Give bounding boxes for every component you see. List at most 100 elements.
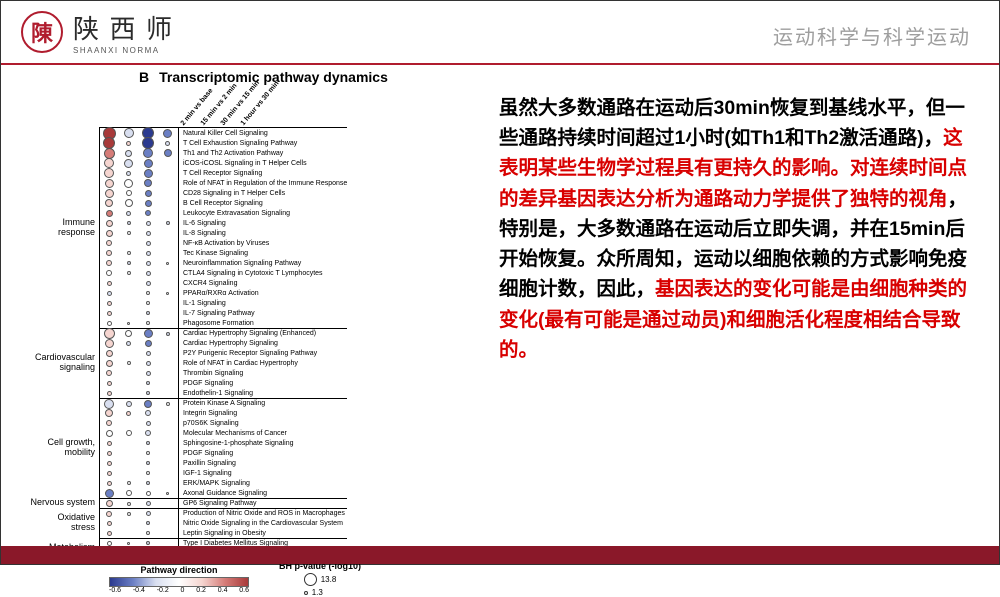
- bubble-marker: [107, 311, 112, 316]
- bubble-marker: [145, 340, 152, 347]
- grid-cell: [120, 148, 140, 158]
- pathway-row: Molecular Mechanisms of Cancer: [99, 428, 347, 438]
- grid-cell: [120, 258, 140, 268]
- grid-cell: [120, 268, 140, 278]
- grid-cell: [120, 158, 140, 168]
- grid-cell: [120, 438, 140, 448]
- grid-cell: [139, 248, 159, 258]
- grid-cell: [120, 298, 140, 308]
- grid-cell: [159, 458, 179, 468]
- bubble-marker: [126, 211, 131, 216]
- grid-cell: [120, 408, 140, 418]
- bubble-marker: [127, 322, 130, 325]
- pathway-row: Integrin Signaling: [99, 408, 347, 418]
- bubble-grid: Natural Killer Cell SignalingT Cell Exha…: [99, 127, 347, 557]
- bubble-marker: [107, 321, 112, 326]
- bubble-marker: [105, 489, 114, 498]
- grid-cell: [120, 318, 140, 328]
- bubble-marker: [146, 531, 150, 535]
- pathway-name: Paxillin Signaling: [179, 460, 236, 467]
- grid-cell: [159, 298, 179, 308]
- pathway-name: Axonal Guidance Signaling: [179, 490, 267, 497]
- bubble-marker: [125, 199, 133, 207]
- grid-cell: [159, 438, 179, 448]
- university-name-cn: 陕 西 师: [73, 9, 174, 46]
- pathway-name: Leptin Signaling in Obesity: [179, 530, 266, 537]
- pathway-row: Role of NFAT in Cardiac Hypertrophy: [99, 358, 347, 368]
- pathway-name: Endothelin-1 Signaling: [179, 390, 253, 397]
- grid-cell: [159, 408, 179, 418]
- grid-cell: [139, 158, 159, 168]
- bubble-marker: [127, 361, 131, 365]
- grid-cell: [139, 318, 159, 328]
- pathway-name: Leukocyte Extravasation Signaling: [179, 210, 290, 217]
- colorbar-tick: -0.2: [157, 587, 169, 594]
- grid-cell: [139, 168, 159, 178]
- grid-cell: [100, 518, 120, 528]
- bubble-marker: [106, 420, 112, 426]
- col-header: 1 hour vs 30 min: [240, 80, 281, 127]
- grid-cell: [100, 358, 120, 368]
- grid-cell: [100, 458, 120, 468]
- pathway-row: IL-6 Signaling: [99, 218, 347, 228]
- grid-cell: [100, 509, 120, 518]
- grid-cell: [120, 399, 140, 408]
- grid-cell: [159, 238, 179, 248]
- pathway-name: PDGF Signaling: [179, 380, 233, 387]
- grid-cell: [139, 399, 159, 408]
- grid-cell: [120, 228, 140, 238]
- pathway-name: T Cell Exhaustion Signaling Pathway: [179, 140, 297, 147]
- grid-cell: [100, 478, 120, 488]
- bubble-marker: [127, 261, 131, 265]
- grid-cell: [159, 378, 179, 388]
- colorbar-tick: 0.2: [196, 587, 206, 594]
- grid-cell: [139, 298, 159, 308]
- grid-cell: [100, 258, 120, 268]
- pathway-row: PDGF Signaling: [99, 448, 347, 458]
- grid-cell: [120, 478, 140, 488]
- grid-cell: [120, 378, 140, 388]
- bubble-marker: [127, 251, 131, 255]
- grid-cell: [120, 458, 140, 468]
- colorbar-tick: -0.6: [109, 587, 121, 594]
- bubble-marker: [146, 321, 150, 325]
- pathway-row: Role of NFAT in Regulation of the Immune…: [99, 178, 347, 188]
- bubble-marker: [127, 512, 131, 516]
- bubble-marker: [125, 150, 132, 157]
- category-labels: ImmuneresponseCardiovascularsignalingCel…: [9, 127, 99, 557]
- bubble-marker: [104, 168, 114, 178]
- grid-cell: [139, 348, 159, 358]
- university-logo: 陳: [21, 11, 63, 53]
- pathway-row: IL-1 Signaling: [99, 298, 347, 308]
- bubble-marker: [106, 430, 113, 437]
- pathway-row: Neuroinflammation Signaling Pathway: [99, 258, 347, 268]
- bubble-marker: [146, 351, 151, 356]
- bubble-marker: [106, 210, 113, 217]
- legends: Pathway direction -0.6-0.4-0.200.20.40.6…: [109, 561, 487, 597]
- bubble-marker: [146, 521, 150, 525]
- grid-cell: [139, 418, 159, 428]
- pathway-row: Axonal Guidance Signaling: [99, 488, 347, 498]
- bubble-marker: [104, 399, 114, 409]
- bubble-marker: [146, 491, 151, 496]
- grid-cell: [159, 288, 179, 298]
- bubble-marker: [107, 381, 112, 386]
- grid-cell: [159, 499, 179, 508]
- grid-cell: [120, 488, 140, 498]
- bubble-marker: [166, 332, 170, 336]
- grid-cell: [120, 358, 140, 368]
- grid-cell: [100, 428, 120, 438]
- bubble-marker: [126, 490, 132, 496]
- grid-cell: [159, 348, 179, 358]
- bubble-marker: [166, 402, 170, 406]
- grid-cell: [120, 509, 140, 518]
- bubble-marker: [127, 542, 130, 545]
- bubble-marker: [106, 220, 113, 227]
- grid-cell: [100, 188, 120, 198]
- bubble-marker: [166, 262, 169, 265]
- bubble-marker: [146, 251, 151, 256]
- grid-cell: [120, 348, 140, 358]
- bubble-marker: [126, 411, 131, 416]
- colorbar-legend: Pathway direction -0.6-0.4-0.200.20.40.6: [109, 565, 249, 594]
- grid-cell: [159, 478, 179, 488]
